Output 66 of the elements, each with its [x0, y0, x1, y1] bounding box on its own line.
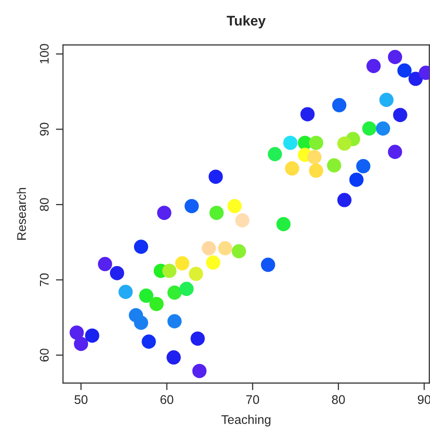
point	[337, 136, 352, 151]
point	[393, 108, 408, 122]
x-tick-label: 80	[332, 395, 345, 404]
point	[134, 316, 148, 330]
point	[308, 164, 324, 178]
point	[70, 325, 84, 340]
point	[157, 206, 172, 220]
point	[218, 241, 232, 256]
point	[376, 121, 390, 136]
point	[268, 146, 282, 162]
point	[184, 198, 199, 214]
point	[179, 282, 194, 296]
point	[85, 328, 100, 343]
y-tick-label: 70	[40, 273, 49, 286]
point	[276, 217, 291, 232]
point	[327, 158, 342, 173]
y-tick-label: 100	[40, 44, 49, 64]
point	[232, 244, 246, 258]
point	[110, 266, 124, 280]
point	[308, 136, 324, 150]
point	[332, 98, 346, 112]
point	[349, 172, 364, 187]
point	[206, 255, 220, 270]
point	[98, 256, 112, 272]
point	[397, 63, 412, 78]
point	[366, 58, 381, 74]
point	[149, 296, 164, 312]
point	[175, 256, 190, 270]
point	[118, 284, 133, 300]
point	[300, 107, 315, 122]
point	[134, 240, 148, 254]
chart-title: Tukey	[226, 15, 266, 28]
point	[227, 198, 242, 214]
point	[208, 170, 223, 184]
point	[74, 336, 88, 351]
y-tick-label: 60	[40, 348, 49, 362]
point	[167, 286, 182, 300]
point	[235, 213, 250, 228]
point	[162, 264, 176, 278]
point	[283, 136, 298, 150]
point	[166, 350, 181, 365]
point	[388, 50, 402, 64]
point	[139, 288, 154, 303]
x-tick-label: 50	[74, 395, 88, 404]
point	[337, 192, 352, 208]
point	[379, 92, 394, 108]
point	[209, 206, 224, 220]
point	[260, 258, 276, 272]
point	[307, 150, 322, 164]
point	[284, 161, 300, 176]
point	[202, 241, 216, 256]
x-axis-title: Teaching	[221, 414, 270, 426]
point	[142, 334, 156, 349]
point	[190, 331, 205, 346]
y-tick-label: 80	[40, 198, 49, 211]
point	[192, 364, 207, 378]
y-axis-title: Research	[16, 188, 26, 240]
point	[388, 144, 402, 159]
point	[362, 121, 376, 136]
x-tick-label: 60	[160, 395, 174, 404]
point	[356, 159, 370, 174]
point	[408, 72, 423, 86]
point	[188, 266, 204, 281]
y-tick-label: 90	[40, 122, 49, 136]
point	[167, 314, 182, 328]
x-tick-label: 70	[246, 395, 260, 404]
